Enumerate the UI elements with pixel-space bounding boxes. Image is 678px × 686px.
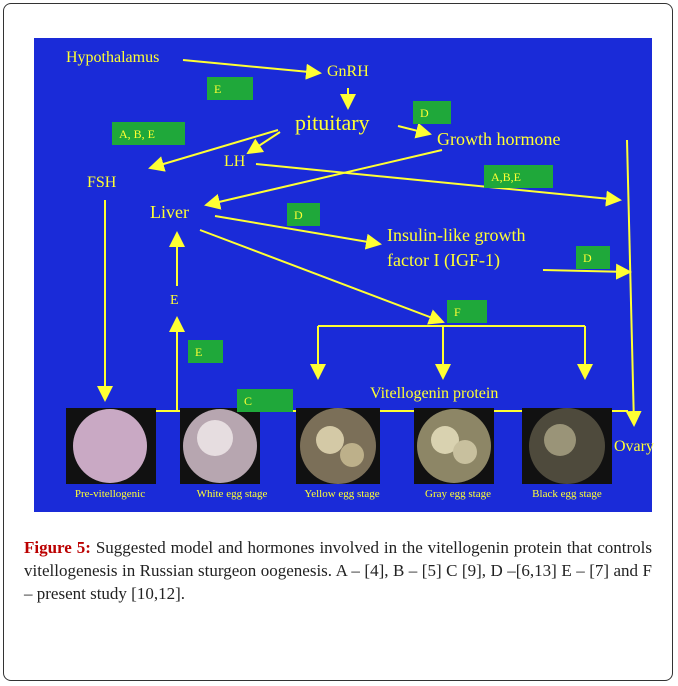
node-label: factor I (IGF-1) [387,250,500,271]
caption-label: Figure 5: [24,538,91,557]
stage-label: Pre-vitellogenic [75,488,145,500]
reference-box [576,246,610,269]
reference-box [287,203,320,226]
reference-box [413,101,451,124]
diagram: Pre-vitellogenic White egg stage Yellow eg… [0,0,678,520]
node-label: pituitary [295,110,370,135]
node-label: FSH [87,174,117,191]
reference-label: C [244,394,252,408]
reference-label: F [454,305,461,319]
stage-label: Yellow egg stage [304,488,379,500]
stage-label: Gray egg stage [425,488,491,500]
reference-label: A, B, E [119,127,155,141]
reference-label: A,B,E [491,170,521,184]
reference-label: D [583,251,592,265]
node-label: LH [224,153,246,170]
reference-label: E [214,82,221,96]
stage-label: White egg stage [197,488,268,500]
node-label: Vitellogenin protein [370,385,498,402]
reference-label: D [420,106,429,120]
stage-label: Black egg stage [532,488,602,500]
page: Pre-vitellogenic White egg stage Yellow eg… [0,0,678,686]
reference-box [188,340,223,363]
node-label: Hypothalamus [66,49,159,66]
reference-box [447,300,487,323]
caption-text: Suggested model and hormones involved in… [24,538,652,603]
reference-label: E [195,345,202,359]
node-label: Ovary [614,438,654,455]
reference-label: D [294,208,303,222]
node-label: Liver [150,202,189,222]
node-label: Insulin-like growth [387,225,525,245]
node-label: Growth hormone [437,129,560,149]
caption: Figure 5: Suggested model and hormones i… [24,536,652,605]
node-label: GnRH [327,63,369,80]
node-label: E [170,293,179,308]
